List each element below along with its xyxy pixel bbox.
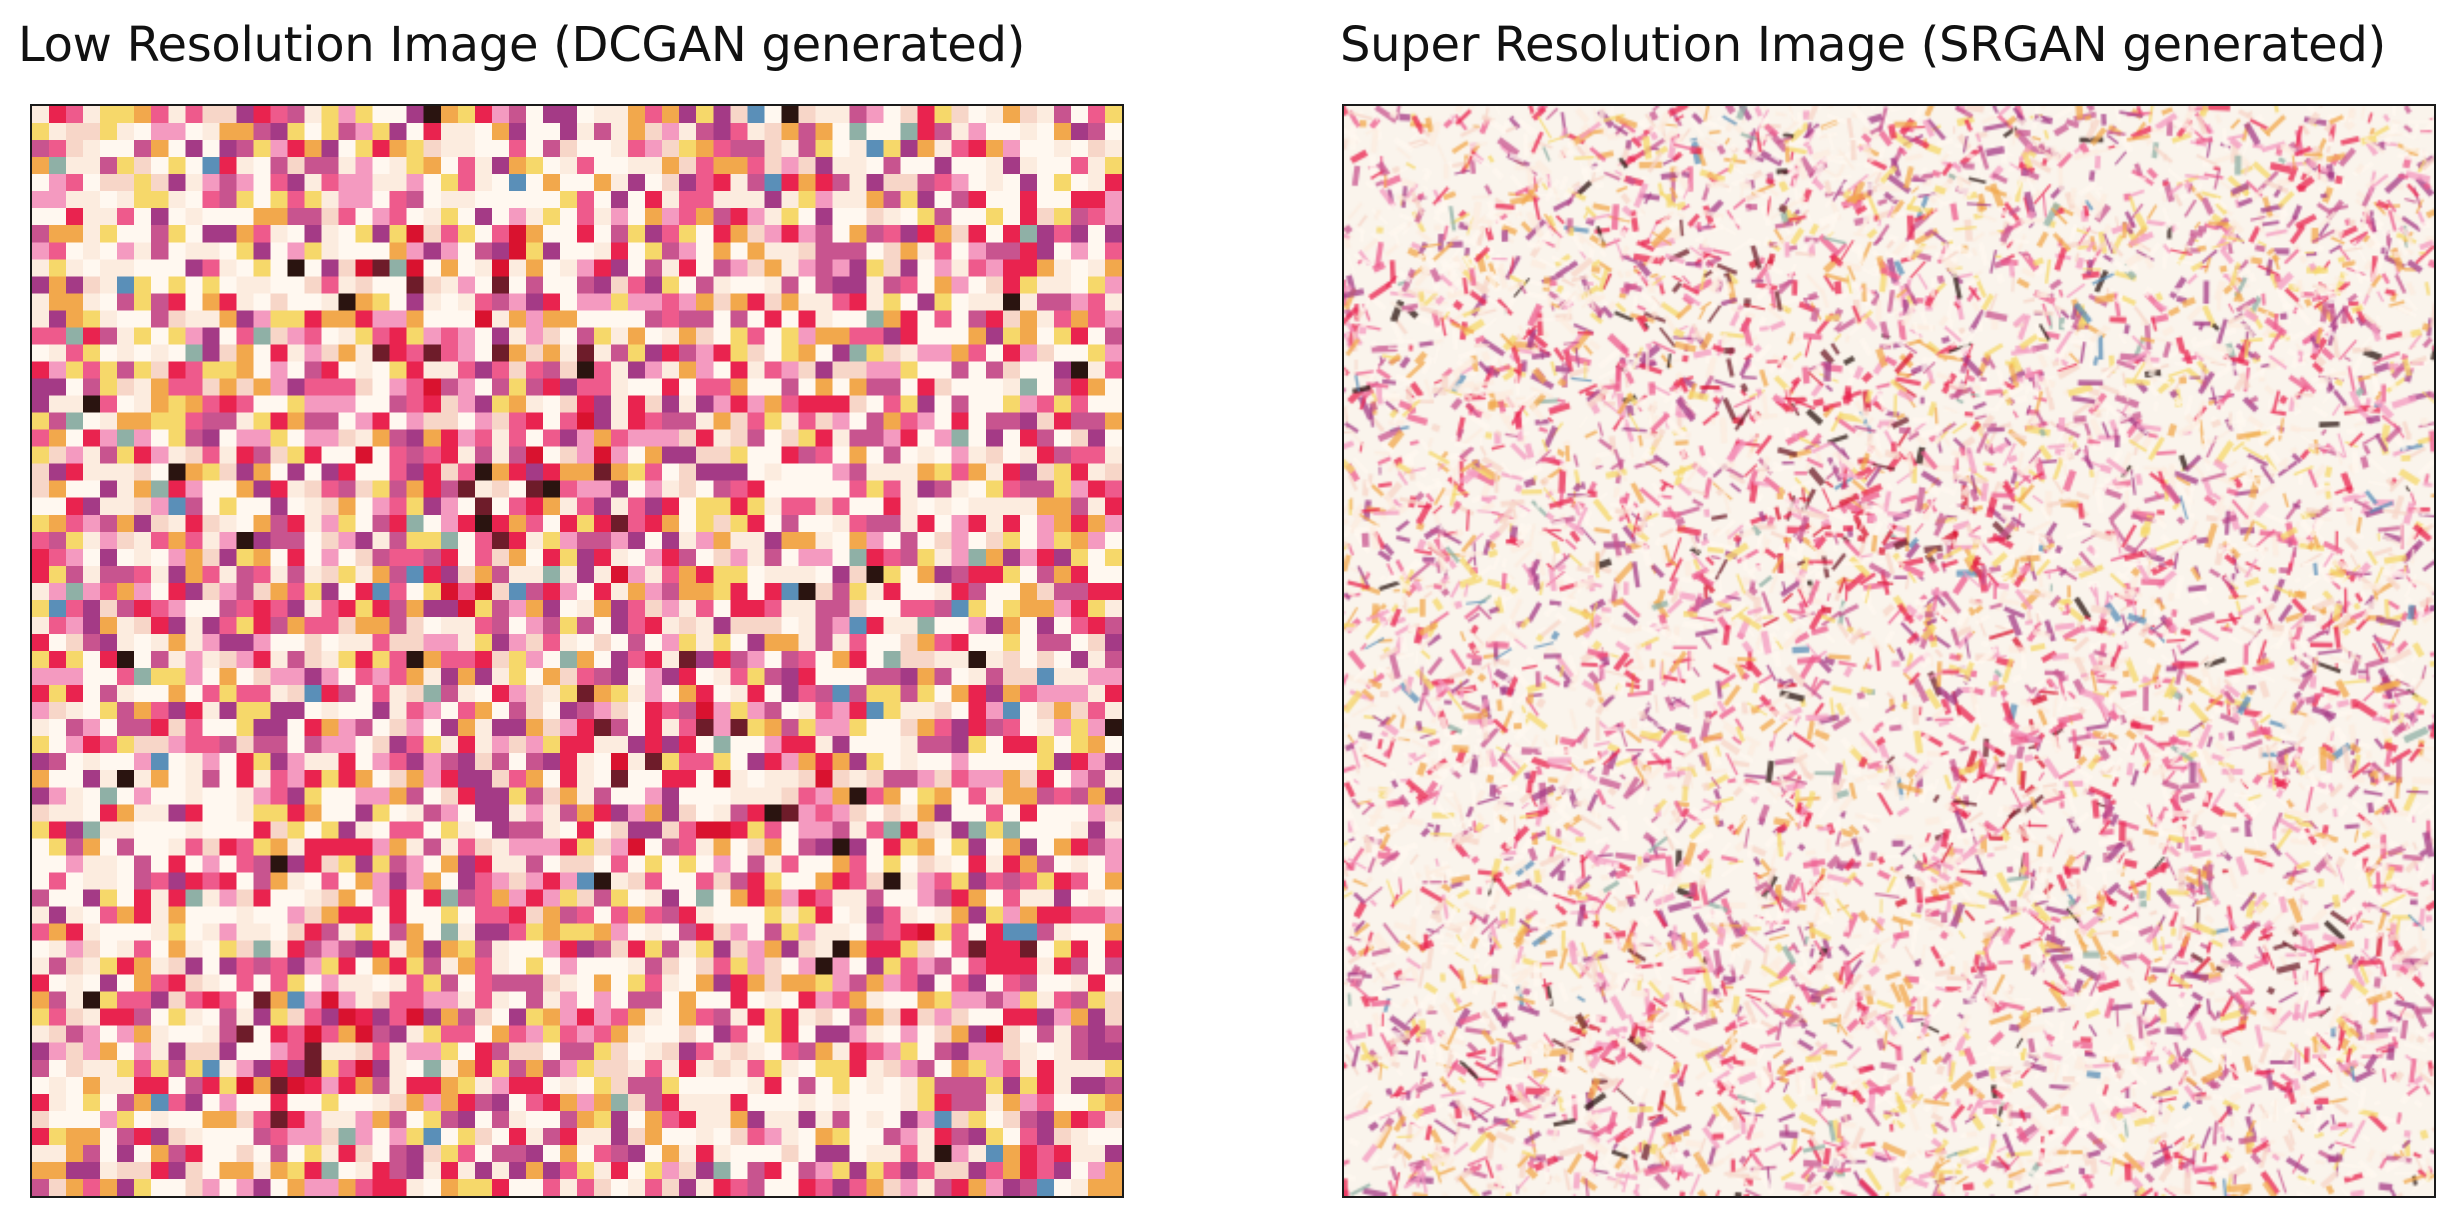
panel-title-low-resolution: Low Resolution Image (DCGAN generated) [18, 17, 1026, 73]
low-resolution-image-frame [30, 104, 1124, 1198]
super-resolution-image-frame [1342, 104, 2436, 1198]
low-resolution-image [32, 106, 1122, 1196]
super-resolution-image [1344, 106, 2434, 1196]
panel-title-super-resolution: Super Resolution Image (SRGAN generated) [1340, 17, 2386, 73]
